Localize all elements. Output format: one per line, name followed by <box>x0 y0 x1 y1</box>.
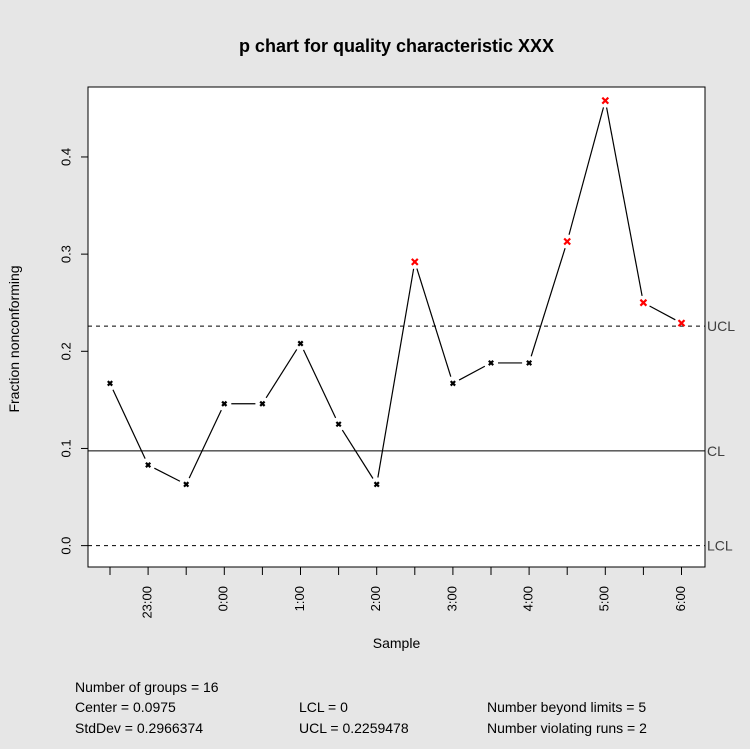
data-point <box>335 421 342 428</box>
series-segment <box>302 349 337 419</box>
series-segment <box>341 429 374 479</box>
data-point <box>373 481 380 488</box>
control-label-lcl: LCL <box>707 538 733 554</box>
data-point <box>259 400 266 407</box>
point-core <box>108 381 112 385</box>
data-point <box>145 461 152 468</box>
y-tick-label: 0.2 <box>58 342 73 360</box>
x-tick-label: 23:00 <box>140 586 155 619</box>
stat-stddev: StdDev = 0.2966374 <box>75 720 204 736</box>
data-point-out-of-control <box>411 258 419 266</box>
point-core <box>222 402 226 406</box>
point-core <box>641 301 645 305</box>
x-tick-label: 2:00 <box>368 586 383 611</box>
x-tick-label: 6:00 <box>673 586 688 611</box>
series-segment <box>265 349 298 399</box>
y-tick-label: 0.3 <box>58 245 73 263</box>
chart-title: p chart for quality characteristic XXX <box>239 36 554 56</box>
control-label-cl: CL <box>707 443 725 459</box>
series-segment <box>377 268 415 478</box>
point-core <box>184 482 188 486</box>
stat-center: Center = 0.0975 <box>75 699 176 715</box>
data-point <box>449 380 456 387</box>
series-segment <box>416 268 452 377</box>
stat-beyond-limits: Number beyond limits = 5 <box>487 699 647 715</box>
data-point-out-of-control <box>639 298 648 307</box>
series-segment <box>649 305 676 321</box>
data-point <box>488 359 494 366</box>
control-label-ucl: UCL <box>707 318 735 334</box>
data-point-out-of-control <box>677 319 686 327</box>
stat-violating-runs: Number violating runs = 2 <box>487 720 647 736</box>
y-tick-label: 0.4 <box>58 148 73 166</box>
y-axis-label: Fraction nonconforming <box>6 265 22 412</box>
point-core <box>565 239 569 243</box>
point-core <box>337 422 341 426</box>
point-core <box>146 463 150 467</box>
stat-number-of-groups: Number of groups = 16 <box>75 679 219 695</box>
stat-ucl: UCL = 0.2259478 <box>299 720 409 736</box>
y-tick-label: 0.1 <box>58 439 73 457</box>
y-tick-label: 0.0 <box>58 537 73 555</box>
p-chart: p chart for quality characteristic XXX 0.… <box>6 36 735 651</box>
point-core <box>603 99 607 103</box>
point-core <box>260 402 264 406</box>
series-segment <box>458 365 486 381</box>
series-segment <box>530 247 566 357</box>
point-core <box>299 342 302 346</box>
point-core <box>680 321 683 325</box>
point-core <box>489 361 493 365</box>
series-segment <box>188 409 222 479</box>
data-point <box>221 400 228 407</box>
x-tick-label: 4:00 <box>521 586 536 611</box>
series-segment <box>606 107 643 296</box>
x-tick-label: 1:00 <box>292 586 307 611</box>
series-segment <box>154 467 181 482</box>
data-point-out-of-control <box>563 237 571 246</box>
data-point <box>183 481 190 488</box>
point-core <box>527 361 531 365</box>
series-segment <box>112 389 146 459</box>
point-core <box>451 381 455 385</box>
data-point <box>526 359 533 366</box>
x-axis-label: Sample <box>373 635 421 651</box>
plot-area <box>87 86 706 568</box>
point-core <box>413 260 417 264</box>
x-tick-label: 5:00 <box>597 586 612 611</box>
data-point-out-of-control <box>601 96 610 105</box>
stat-lcl: LCL = 0 <box>299 699 348 715</box>
series-segment <box>568 107 605 235</box>
data-point <box>107 380 113 387</box>
data-point <box>297 340 304 347</box>
x-tick-label: 3:00 <box>444 586 459 611</box>
x-tick-label: 0:00 <box>216 586 231 611</box>
point-core <box>375 482 379 486</box>
